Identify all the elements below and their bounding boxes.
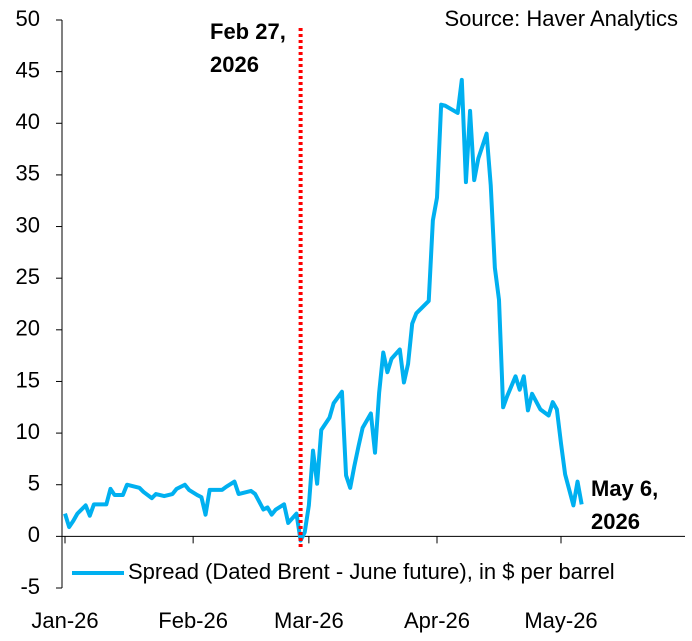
y-tick-label: 50 xyxy=(16,6,40,31)
y-tick-label: 10 xyxy=(16,419,40,444)
y-tick-label: 20 xyxy=(16,316,40,341)
y-tick-label: -5 xyxy=(20,574,40,599)
y-tick-label: 0 xyxy=(28,522,40,547)
x-tick-label: Feb-26 xyxy=(158,608,228,633)
legend-background xyxy=(68,559,658,587)
series-line xyxy=(63,77,584,543)
y-tick-label: 15 xyxy=(16,367,40,392)
y-tick-label: 5 xyxy=(28,471,40,496)
y-tick-label: 40 xyxy=(16,109,40,134)
x-tick-label: May-26 xyxy=(524,608,597,633)
annotation: Feb 27, xyxy=(210,19,286,44)
x-tick-label: Mar-26 xyxy=(274,608,344,633)
x-tick-label: Jan-26 xyxy=(31,608,98,633)
source-note: Source: Haver Analytics xyxy=(444,6,678,31)
y-tick-label: 35 xyxy=(16,161,40,186)
y-tick-label: 30 xyxy=(16,212,40,237)
x-tick-label: Apr-26 xyxy=(404,608,470,633)
annotation: 2026 xyxy=(591,509,640,534)
legend-label: Spread (Dated Brent - June future), in $… xyxy=(128,559,615,584)
y-tick-label: 25 xyxy=(16,264,40,289)
annotation: 2026 xyxy=(210,52,259,77)
y-tick-label: 45 xyxy=(16,57,40,82)
annotation: May 6, xyxy=(591,476,658,501)
